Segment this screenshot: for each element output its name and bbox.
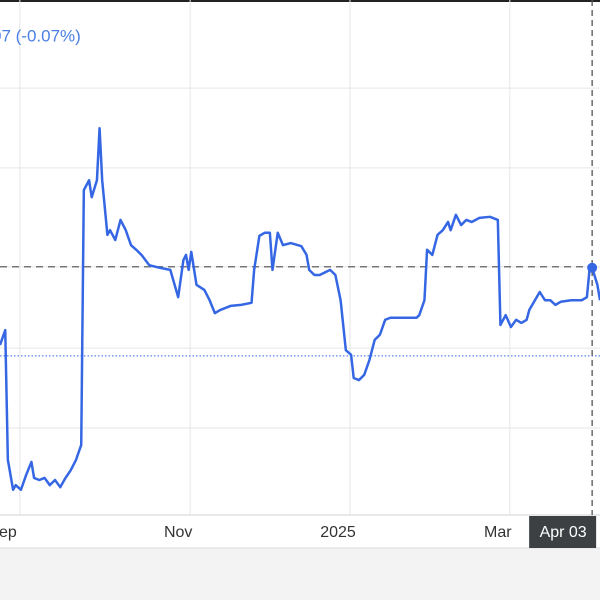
grid <box>0 0 600 515</box>
x-tick-label: Mar <box>484 524 512 541</box>
crosshair-label: Apr 03 <box>540 524 587 541</box>
price-line <box>0 126 600 492</box>
plot <box>0 126 600 492</box>
footer-band <box>0 548 600 600</box>
change-text: 07 (-0.07%) <box>0 26 81 45</box>
crosshair-point <box>587 262 598 273</box>
x-tick-label: ep <box>0 524 17 541</box>
x-tick-label: 2025 <box>320 524 356 541</box>
x-tick-label: Nov <box>164 524 192 541</box>
crosshair-label-box <box>529 516 597 548</box>
